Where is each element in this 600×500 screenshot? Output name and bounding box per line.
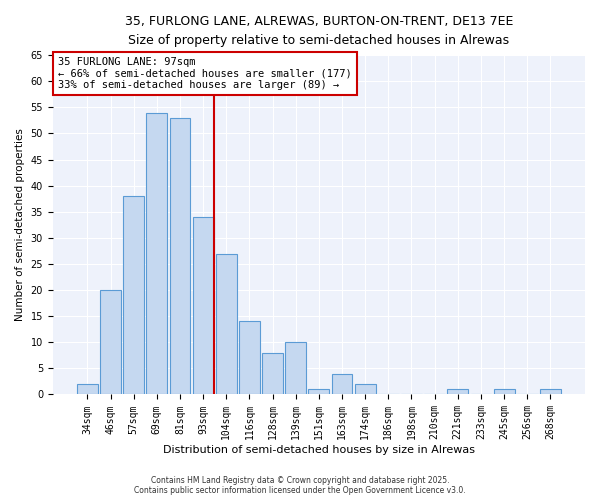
Bar (193, 217, 214, 394)
Bar (355, 384, 376, 394)
Bar (216, 254, 237, 394)
Bar (77, 384, 98, 394)
Bar (123, 196, 144, 394)
Bar (308, 390, 329, 394)
Bar (494, 390, 515, 394)
Bar (332, 374, 352, 394)
Bar (239, 322, 260, 394)
Bar (448, 390, 468, 394)
X-axis label: Distribution of semi-detached houses by size in Alrewas: Distribution of semi-detached houses by … (163, 445, 475, 455)
Bar (146, 112, 167, 394)
Bar (262, 352, 283, 395)
Bar (540, 390, 561, 394)
Y-axis label: Number of semi-detached properties: Number of semi-detached properties (15, 128, 25, 321)
Bar (100, 290, 121, 395)
Bar (286, 342, 306, 394)
Text: Contains HM Land Registry data © Crown copyright and database right 2025.
Contai: Contains HM Land Registry data © Crown c… (134, 476, 466, 495)
Title: 35, FURLONG LANE, ALREWAS, BURTON-ON-TRENT, DE13 7EE
Size of property relative t: 35, FURLONG LANE, ALREWAS, BURTON-ON-TRE… (125, 15, 513, 47)
Bar (170, 118, 190, 394)
Text: 35 FURLONG LANE: 97sqm
← 66% of semi-detached houses are smaller (177)
33% of se: 35 FURLONG LANE: 97sqm ← 66% of semi-det… (58, 57, 352, 90)
